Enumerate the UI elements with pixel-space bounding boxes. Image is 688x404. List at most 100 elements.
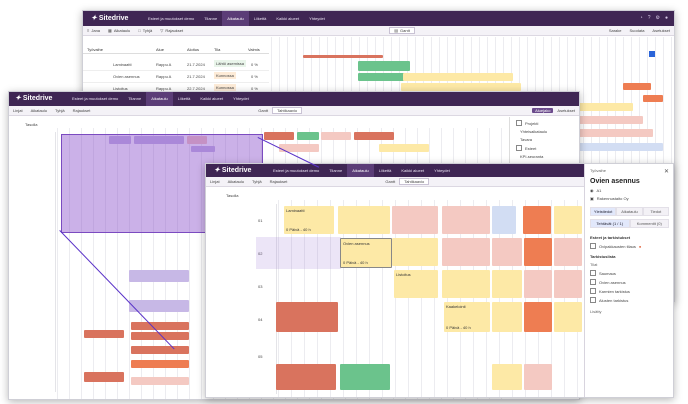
toolbar-filter-button[interactable]: Suodata (626, 28, 649, 33)
toolbar-empty-button[interactable]: Tyhjä (248, 179, 266, 184)
checklist-item[interactable]: Karmien tarkistus (590, 288, 669, 294)
flow-bar[interactable] (191, 146, 215, 152)
tab-tasks[interactable]: Tehtävät (1 / 1) (590, 219, 630, 228)
toolbar-filters-button[interactable]: ▽ Rajaukset (156, 28, 187, 33)
flow-bar[interactable]: Laminaatti 0 Päivä - 40 h (284, 206, 334, 234)
flow-bar[interactable] (354, 132, 394, 140)
nav-tab-schedule[interactable]: Aikataulu (146, 92, 173, 106)
flow-bar[interactable] (109, 136, 131, 144)
gantt-bar[interactable] (358, 73, 408, 81)
flow-bar[interactable] (321, 132, 351, 140)
nav-tab-project[interactable]: Esteet ja muutokset demo (72, 96, 119, 101)
flow-bar[interactable] (131, 377, 189, 385)
tab-general[interactable]: Yleistiedot (590, 207, 617, 216)
close-icon[interactable]: ✕ (663, 169, 669, 175)
nav-tab-project[interactable]: Esteet ja muutokset demo (148, 16, 195, 21)
nav-tab-all-areas[interactable]: Kaikki alueet (276, 16, 300, 21)
flow-bar[interactable] (187, 136, 207, 144)
legend-item[interactable]: Tavara (520, 137, 579, 142)
nav-tab-connections[interactable]: Yhteydet (434, 168, 450, 173)
toolbar-empty-button[interactable]: Tyhjä (51, 108, 69, 113)
view-gantt-button[interactable]: ▤ Gantt (389, 27, 415, 34)
flow-bar[interactable] (379, 144, 429, 152)
toolbar-empty-button[interactable]: □ Tyhjä (134, 28, 156, 33)
gantt-bar[interactable] (573, 143, 663, 151)
gantt-bar[interactable] (303, 55, 383, 58)
flow-bar[interactable] (84, 330, 124, 338)
tab-comments[interactable]: Kommentit (0) (629, 219, 669, 228)
flow-bar[interactable] (392, 206, 438, 234)
nav-tab-all-areas[interactable]: Kaikki alueet (401, 168, 425, 173)
checklist-item[interactable]: Ovien asennus (590, 279, 669, 285)
toolbar-filters-button[interactable]: Rajaukset (69, 108, 95, 113)
nav-tab-connections[interactable]: Yhteydet (233, 96, 249, 101)
gantt-bar[interactable] (403, 73, 513, 81)
column-header-area[interactable]: Alue (156, 47, 165, 52)
flow-bar[interactable] (554, 206, 582, 234)
app-logo[interactable]: ✦ Sitedrive (15, 92, 52, 106)
flow-bar[interactable]: Listoitus (394, 270, 438, 298)
column-header-start[interactable]: Aloitus (187, 47, 200, 52)
toolbar-jana-button[interactable]: ≡ Jana (83, 28, 104, 33)
flow-bar[interactable] (554, 302, 582, 332)
flow-bar[interactable] (492, 270, 522, 298)
flow-bar[interactable] (554, 238, 582, 266)
flow-bar[interactable] (524, 270, 552, 298)
flow-bar[interactable] (524, 364, 552, 390)
app-logo[interactable]: ✦ Sitedrive (214, 164, 251, 177)
tab-schedule[interactable]: Aikataulu (616, 207, 643, 216)
toolbar-lines-button[interactable]: Linjat (9, 108, 27, 113)
flow-bar[interactable] (264, 132, 294, 140)
toolbar-lines-button[interactable]: Linjat (206, 179, 224, 184)
nav-tab-connections[interactable]: Yhteydet (309, 16, 325, 21)
flow-bar[interactable] (129, 300, 189, 312)
table-row[interactable]: Laminaatti Rappu A 21.7.2024 Lähtö asemi… (83, 59, 269, 71)
table-row[interactable]: Ovien asennus Rappu A 21.7.2024 Kunnossa… (83, 71, 269, 83)
flow-bar[interactable] (554, 270, 582, 298)
flow-bar[interactable] (338, 206, 390, 234)
gantt-bar[interactable] (643, 95, 663, 102)
legend-item[interactable]: KPI-seuranta (520, 154, 579, 159)
flow-bar[interactable] (492, 302, 522, 332)
blocker-item[interactable]: Ovipakkausten tilaus ● (590, 243, 669, 249)
flow-bar[interactable] (131, 346, 189, 354)
nav-tab-schedule[interactable]: Aikataulu (222, 11, 249, 26)
toolbar-settings-button[interactable]: Asetukset (553, 108, 579, 113)
nav-tab-schedule[interactable]: Aikataulu (347, 164, 374, 177)
flow-bar[interactable] (131, 360, 189, 368)
legend-item[interactable]: Projekti (516, 120, 579, 126)
view-flowline-button[interactable]: Tahtikaavio (399, 178, 430, 185)
flow-bar[interactable] (492, 206, 516, 234)
nav-tab-project[interactable]: Esteet ja muutokset demo (273, 168, 320, 173)
flow-bar[interactable] (524, 302, 552, 332)
help-icon[interactable]: ? (647, 15, 651, 21)
settings-icon[interactable]: ⚙ (655, 15, 660, 21)
legend-item[interactable]: Esteet (516, 145, 579, 151)
checklist-item[interactable]: Alusten tarkistus (590, 297, 669, 303)
nav-tab-movement[interactable]: Liikettä (177, 96, 191, 101)
flow-bar[interactable] (276, 364, 336, 390)
flow-bar[interactable] (524, 238, 552, 266)
nav-tab-status[interactable]: Tilanne (128, 96, 142, 101)
tab-details[interactable]: Tiedot (642, 207, 669, 216)
flow-bar[interactable] (492, 238, 522, 266)
gantt-bar[interactable] (553, 129, 653, 137)
flow-bar[interactable] (340, 364, 390, 390)
toolbar-filters-button[interactable]: Rajaukset (266, 179, 292, 184)
toolbar-schedule-button[interactable]: Aikataulu (27, 108, 51, 113)
gantt-bar[interactable] (533, 116, 643, 124)
flow-bar[interactable] (492, 364, 522, 390)
flow-bar[interactable] (442, 238, 490, 266)
app-logo[interactable]: ✦ Sitedrive (91, 11, 128, 26)
gantt-bar[interactable] (623, 83, 651, 90)
bell-icon[interactable]: ◔ (639, 15, 643, 21)
flow-bar[interactable] (134, 136, 184, 144)
nav-tab-movement[interactable]: Liikettä (378, 168, 392, 173)
flow-bar[interactable] (392, 238, 438, 266)
gantt-bar[interactable] (358, 61, 410, 71)
toolbar-schedule-button[interactable]: Aikataulu (224, 179, 248, 184)
flow-bar[interactable]: Ovien asennus 0 Päivä - 40 h (340, 238, 392, 268)
nav-tab-status[interactable]: Tilanne (204, 16, 218, 21)
column-header-done[interactable]: Valmis (248, 47, 260, 52)
flow-bar[interactable] (442, 206, 490, 234)
